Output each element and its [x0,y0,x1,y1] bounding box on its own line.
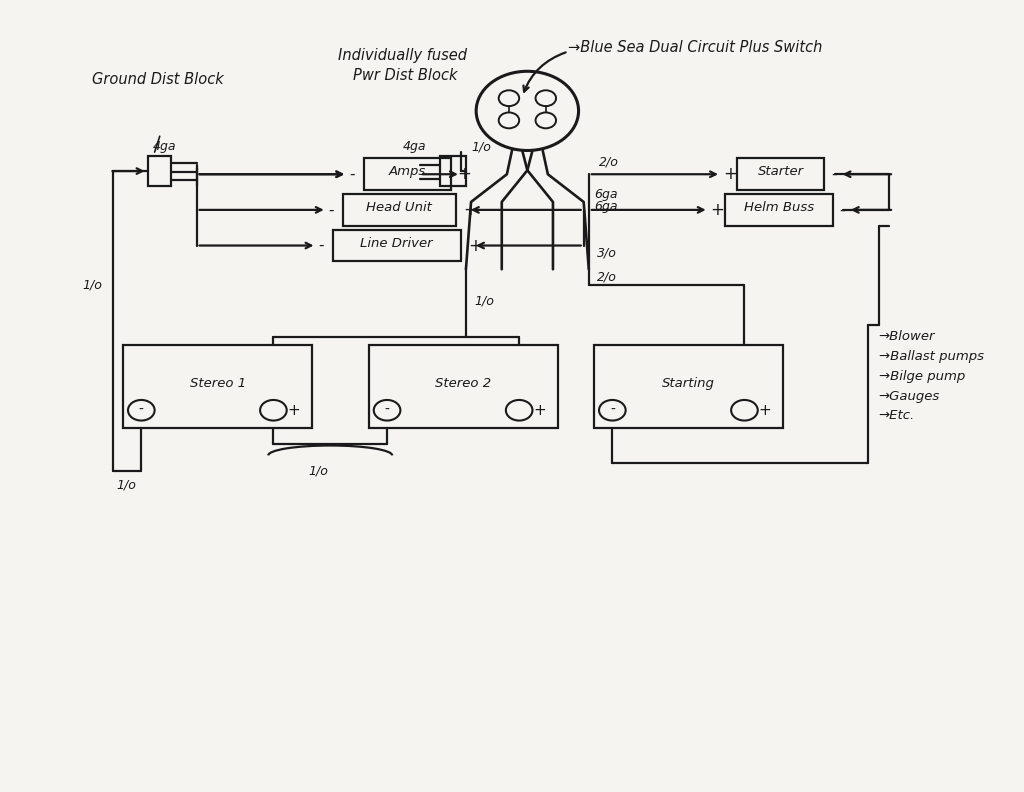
Text: 1/o: 1/o [308,465,328,478]
Text: →Blower: →Blower [879,330,935,343]
Bar [594,345,783,428]
Text: Amps: Amps [388,166,426,178]
Text: Head Unit: Head Unit [367,201,432,214]
Text: +: + [458,166,472,183]
Text: Stereo 1: Stereo 1 [189,377,246,390]
Text: 3/o: 3/o [597,247,616,260]
Bar [333,230,461,261]
Text: -: - [610,403,614,417]
Bar [369,345,558,428]
Text: →Ballast pumps: →Ballast pumps [879,350,984,363]
Text: -: - [840,203,845,217]
Bar [725,194,833,226]
Text: +: + [463,201,477,219]
Text: →Gauges: →Gauges [879,390,940,402]
Text: -: - [318,238,324,253]
Text: 2/o: 2/o [597,271,616,284]
Text: Stereo 2: Stereo 2 [435,377,492,390]
Text: Starting: Starting [663,377,715,390]
Text: 1/o: 1/o [116,478,136,491]
Text: Individually fused: Individually fused [338,48,467,63]
Text: →Blue Sea Dual Circuit Plus Switch: →Blue Sea Dual Circuit Plus Switch [568,40,822,55]
Text: 1/o: 1/o [474,295,494,307]
Text: 4ga: 4ga [153,140,176,153]
Text: Ground Dist Block: Ground Dist Block [92,72,224,86]
Text: +: + [759,403,771,417]
Text: 1/o: 1/o [471,140,490,153]
Bar [440,156,466,186]
Bar [343,194,456,226]
Text: 4ga: 4ga [403,140,426,153]
Text: 6ga: 6ga [594,188,617,200]
Text: 2/o: 2/o [599,156,618,169]
Bar [123,345,312,428]
Text: 6ga: 6ga [594,200,617,213]
Text: +: + [723,166,737,183]
Text: +: + [711,201,725,219]
Bar [364,158,451,190]
Text: -: - [139,403,143,417]
Text: +: + [288,403,300,417]
Text: -: - [385,403,389,417]
Text: 1/o: 1/o [82,279,101,291]
Text: -: - [329,203,334,217]
Text: -: - [831,167,837,181]
Text: Pwr Dist Block: Pwr Dist Block [353,68,458,82]
Text: -: - [349,167,354,181]
Bar [737,158,824,190]
Text: +: + [468,237,482,254]
Bar [148,156,171,186]
Text: +: + [534,403,546,417]
Text: →Bilge pump: →Bilge pump [879,370,965,383]
Text: →Etc.: →Etc. [879,409,914,422]
Text: Helm Buss: Helm Buss [743,201,814,214]
Text: Starter: Starter [758,166,804,178]
Text: Line Driver: Line Driver [360,237,433,249]
